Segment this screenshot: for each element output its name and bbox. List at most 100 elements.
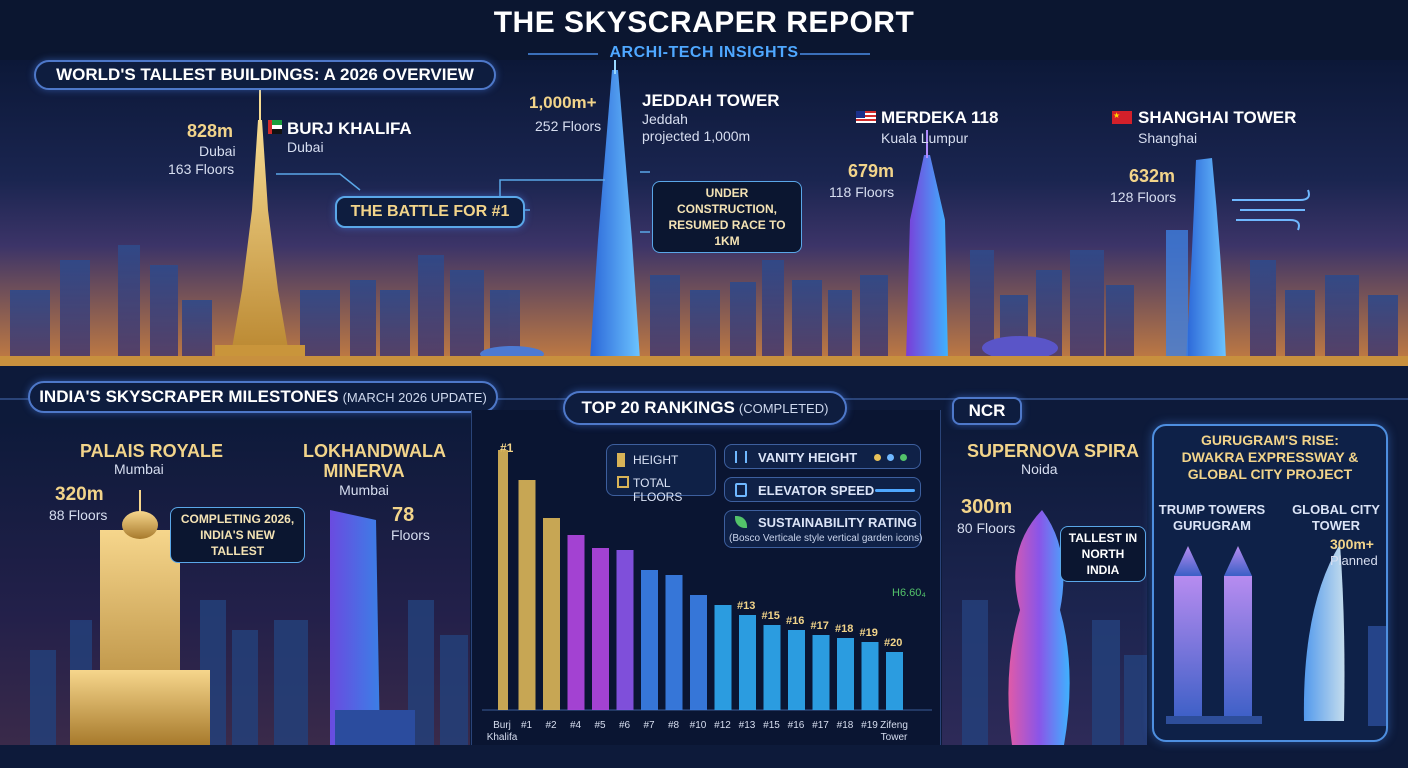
jeddah-callout-line-1: UNDER CONSTRUCTION, bbox=[677, 186, 777, 216]
legend-vanity: VANITY HEIGHT bbox=[724, 444, 921, 469]
global-city-tower-illustration bbox=[1303, 544, 1345, 721]
rankings-side-label: H6.60₄ bbox=[892, 587, 926, 599]
ranking-bar bbox=[665, 575, 683, 710]
china-flag-icon: ★ bbox=[1112, 111, 1132, 124]
legend-height-label: HEIGHT bbox=[633, 453, 679, 467]
lokhandwala-name-2: MINERVA bbox=[323, 461, 405, 481]
ranking-bar bbox=[498, 450, 508, 710]
jeddah-floors: 252 Floors bbox=[535, 118, 602, 134]
vanity-height-icon bbox=[735, 451, 747, 463]
malaysia-flag-icon bbox=[856, 111, 876, 123]
ranking-bar bbox=[616, 550, 634, 710]
report-subtitle: ARCHI-TECH INSIGHTS bbox=[609, 44, 799, 61]
ranking-x-label: Tower bbox=[881, 732, 908, 743]
ranking-x-label: #4 bbox=[570, 720, 582, 731]
ranking-x-label: #2 bbox=[545, 720, 557, 731]
ranking-bar bbox=[543, 518, 560, 710]
jeddah-construction-callout: UNDER CONSTRUCTION, RESUMED RACE TO 1KM bbox=[652, 181, 802, 253]
jeddah-projected-note: projected 1,000m bbox=[642, 128, 751, 144]
legend-vanity-label: VANITY HEIGHT bbox=[758, 450, 858, 465]
supernova-floors: 80 Floors bbox=[957, 520, 1016, 536]
india-panel bbox=[0, 420, 470, 745]
burj-city-right: Dubai bbox=[287, 139, 324, 155]
shanghai-floors: 128 Floors bbox=[1110, 189, 1177, 205]
ranking-bar bbox=[763, 625, 781, 710]
shanghai-tower-illustration bbox=[1166, 158, 1226, 360]
shanghai-name: SHANGHAI TOWER bbox=[1138, 108, 1297, 127]
ranking-bar bbox=[837, 638, 854, 710]
legend-elevator-label: ELEVATOR SPEED bbox=[758, 483, 875, 498]
ranking-x-label: Khalifa bbox=[487, 732, 518, 743]
supernova-city: Noida bbox=[1021, 461, 1058, 477]
ranking-top-label: #18 bbox=[835, 623, 853, 635]
vanity-dot-3 bbox=[900, 454, 907, 461]
ranking-bar bbox=[714, 605, 732, 710]
global-city-height: 300m+ bbox=[1330, 536, 1374, 552]
floors-icon bbox=[617, 476, 629, 488]
ranking-x-label: #13 bbox=[739, 720, 756, 731]
palais-name: PALAIS ROYALE bbox=[80, 441, 224, 461]
ranking-bar bbox=[886, 652, 903, 710]
world-ground bbox=[0, 356, 1408, 366]
elevator-icon bbox=[735, 483, 747, 497]
global-city-status: Planned bbox=[1330, 553, 1378, 568]
legend-floors-label: TOTAL FLOORS bbox=[633, 476, 683, 504]
ranking-bar bbox=[567, 535, 585, 710]
merdeka-name: MERDEKA 118 bbox=[881, 108, 999, 127]
palais-floors: 88 Floors bbox=[49, 507, 108, 523]
merdeka-city: Kuala Lumpur bbox=[881, 130, 969, 146]
lokhandwala-name-1: LOKHANDWALA bbox=[303, 441, 446, 461]
supernova-name: SUPERNOVA SPIRA bbox=[967, 441, 1140, 461]
ranking-top-label: #19 bbox=[860, 627, 878, 639]
ranking-bar bbox=[592, 548, 609, 710]
supernova-callout: TALLEST IN NORTH INDIA bbox=[1060, 526, 1146, 582]
palais-callout: COMPLETING 2026, INDIA'S NEW TALLEST bbox=[170, 507, 305, 563]
subtitle-divider-left bbox=[528, 53, 598, 55]
burj-floors: 163 Floors bbox=[168, 161, 235, 177]
gurugram-title-line-1: GURUGRAM'S RISE: bbox=[1201, 432, 1339, 448]
ranking-x-label: #8 bbox=[668, 720, 680, 731]
ranking-x-label: #1 bbox=[521, 720, 533, 731]
ranking-bar bbox=[812, 635, 830, 710]
rankings-title-text: TOP 20 RANKINGS bbox=[581, 398, 735, 417]
trump-label-line-1: TRUMP TOWERS bbox=[1158, 502, 1266, 517]
background-city bbox=[10, 245, 1398, 360]
legend-sustain-note: (Bosco Verticale style vertical garden i… bbox=[729, 533, 923, 544]
uae-flag-icon bbox=[268, 120, 282, 134]
height-icon bbox=[617, 453, 625, 467]
ranking-x-label: #15 bbox=[763, 720, 780, 731]
palais-callout-line-2: INDIA'S NEW TALLEST bbox=[200, 528, 275, 558]
dome-right bbox=[982, 336, 1058, 360]
global-city-tower-label: GLOBAL CITY TOWER bbox=[1286, 502, 1386, 534]
legend-height-floors: HEIGHT TOTAL FLOORS bbox=[606, 444, 716, 504]
subtitle-divider-right bbox=[800, 53, 870, 55]
ranking-bar bbox=[518, 480, 536, 710]
ranking-top-label: #17 bbox=[811, 620, 829, 632]
trump-label-line-2: GURUGRAM bbox=[1173, 518, 1251, 533]
ranking-x-label: #10 bbox=[690, 720, 707, 731]
merdeka-height: 679m bbox=[848, 161, 895, 181]
ranking-top-label: #20 bbox=[884, 637, 902, 649]
ranking-bar bbox=[739, 615, 756, 710]
ranking-top-label: #15 bbox=[762, 610, 780, 622]
palais-royale-illustration bbox=[70, 490, 210, 745]
gurugram-panel bbox=[1152, 424, 1388, 742]
vanity-dot-2 bbox=[887, 454, 894, 461]
trump-towers-illustration bbox=[1166, 546, 1262, 724]
ncr-skyline-illustration bbox=[962, 510, 1147, 745]
report-title: THE SKYSCRAPER REPORT bbox=[493, 6, 915, 39]
palais-city: Mumbai bbox=[114, 461, 164, 477]
lokhandwala-floors-label: Floors bbox=[391, 527, 430, 543]
jeddah-city: Jeddah bbox=[642, 111, 688, 127]
burj-name: BURJ KHALIFA bbox=[287, 119, 412, 138]
jeddah-tower-illustration bbox=[590, 60, 640, 360]
ranking-bar bbox=[641, 570, 658, 710]
gurugram-skyline-illustration bbox=[1166, 544, 1386, 726]
jeddah-callout-line-2: RESUMED RACE TO 1KM bbox=[668, 218, 786, 248]
ranking-x-label: #16 bbox=[788, 720, 805, 731]
trump-towers-label: TRUMP TOWERS GURUGRAM bbox=[1156, 502, 1268, 534]
ranking-x-label: #6 bbox=[619, 720, 631, 731]
leaf-icon bbox=[735, 516, 747, 528]
ranking-x-label: #7 bbox=[643, 720, 655, 731]
